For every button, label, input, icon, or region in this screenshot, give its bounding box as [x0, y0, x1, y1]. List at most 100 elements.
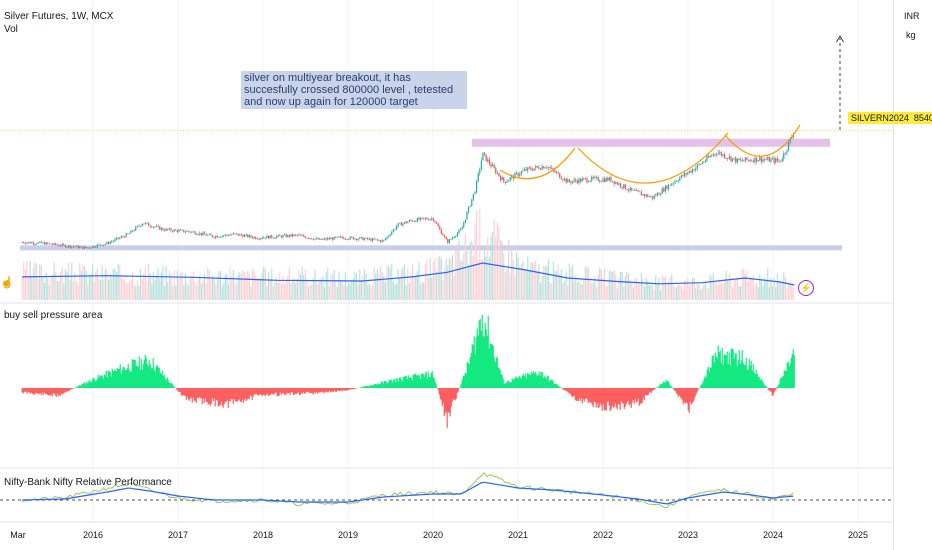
pressure-bar — [777, 385, 779, 388]
pressure-indicator-label[interactable]: buy sell pressure area — [4, 310, 103, 321]
pressure-bar — [674, 388, 676, 391]
volume-bar — [103, 280, 105, 300]
pressure-bar — [608, 388, 610, 406]
pressure-bar — [782, 376, 784, 388]
volume-bar — [540, 283, 542, 300]
price-axis-panel[interactable] — [893, 0, 932, 550]
volume-bar — [84, 266, 86, 300]
candle-body — [71, 246, 73, 248]
pressure-bar — [793, 354, 795, 388]
pressure-bar — [469, 357, 471, 388]
candle-body — [781, 158, 783, 162]
candle-body — [223, 235, 225, 237]
candle-body — [61, 243, 63, 246]
volume-bar — [242, 270, 244, 300]
volume-bar — [287, 275, 289, 300]
pressure-bar — [420, 374, 422, 388]
pressure-bar — [34, 388, 36, 394]
relperf-pane[interactable] — [0, 472, 893, 509]
candle-body — [463, 222, 465, 228]
pressure-pane[interactable] — [21, 314, 795, 428]
volume-bar — [500, 239, 502, 300]
weight-unit[interactable]: kg — [906, 30, 916, 40]
pressure-bar — [507, 380, 509, 388]
candle-body — [512, 175, 514, 179]
pressure-bar — [537, 374, 539, 388]
pressure-bar — [102, 378, 104, 388]
candle-body — [443, 235, 446, 238]
volume-pane[interactable] — [21, 209, 795, 300]
volume-bar — [522, 261, 524, 300]
pressure-bar — [81, 383, 83, 388]
volume-bar — [600, 269, 602, 300]
target-arrowhead — [836, 35, 844, 43]
pressure-bar — [119, 364, 121, 388]
candle-body — [403, 221, 406, 224]
volume-bar — [183, 285, 185, 300]
candle-body — [573, 179, 575, 182]
bolt-icon[interactable]: ⚡ — [798, 280, 814, 296]
candle-body — [539, 168, 542, 170]
volume-bar — [180, 273, 182, 300]
pressure-bar — [666, 381, 668, 388]
pressure-bar — [515, 376, 517, 388]
hand-icon[interactable]: ☝ — [0, 277, 14, 289]
pressure-bar — [279, 388, 281, 393]
candle-body — [37, 242, 39, 244]
pressure-bar — [148, 360, 150, 388]
pressure-bar — [744, 364, 746, 388]
candle-body — [555, 172, 558, 174]
volume-bar — [439, 255, 441, 300]
pressure-bar — [55, 388, 57, 397]
pressure-bar — [551, 379, 553, 388]
candle-body — [147, 222, 150, 226]
pressure-bar — [598, 388, 600, 408]
candle-body — [381, 240, 383, 242]
pressure-bar — [429, 377, 431, 388]
pressure-bar — [263, 388, 265, 395]
pressure-bar — [88, 379, 90, 388]
pressure-bar — [558, 386, 560, 388]
candle-body — [227, 235, 230, 236]
candle-body — [765, 159, 767, 161]
candle-body — [114, 239, 116, 241]
pressure-bar — [418, 375, 420, 388]
pressure-bar — [117, 369, 119, 388]
pressure-bar — [624, 388, 626, 407]
volume-bar — [56, 281, 58, 300]
symbol-title[interactable]: Silver Futures, 1W, MCX — [4, 11, 114, 22]
vol-label[interactable]: Vol — [4, 24, 18, 35]
pressure-bar — [258, 388, 260, 395]
pressure-bar — [772, 388, 774, 395]
pressure-bar — [269, 388, 271, 396]
pressure-bar — [217, 388, 219, 407]
candle-body — [647, 194, 649, 197]
volume-bar — [327, 268, 329, 300]
pressure-bar — [460, 383, 462, 388]
pressure-bar — [115, 371, 117, 388]
pressure-bar — [787, 361, 789, 388]
volume-bar — [509, 273, 511, 300]
volume-bar — [224, 274, 226, 300]
currency-unit[interactable]: INR — [904, 11, 920, 21]
volume-bar — [384, 282, 386, 300]
pressure-bar — [682, 388, 684, 405]
candle-body — [330, 238, 332, 240]
price-pane[interactable] — [0, 35, 893, 251]
candle-body — [413, 221, 415, 222]
pressure-bar — [229, 388, 231, 402]
pressure-bar — [586, 388, 588, 400]
candle-body — [90, 247, 92, 249]
volume-bar — [132, 272, 134, 300]
pressure-bar — [422, 373, 424, 388]
candle-body — [744, 157, 746, 161]
volume-bar — [245, 276, 247, 300]
relperf-indicator-label[interactable]: Nifty-Bank Nifty Relative Performance — [4, 477, 172, 488]
annotation-note[interactable]: silver on multiyear breakout, it has suc… — [241, 71, 467, 109]
pressure-bar — [35, 388, 37, 393]
pressure-bar — [266, 388, 268, 394]
pressure-bar — [685, 388, 687, 403]
volume-bar — [663, 276, 665, 300]
pressure-bar — [25, 388, 27, 392]
candle-body — [680, 175, 682, 178]
